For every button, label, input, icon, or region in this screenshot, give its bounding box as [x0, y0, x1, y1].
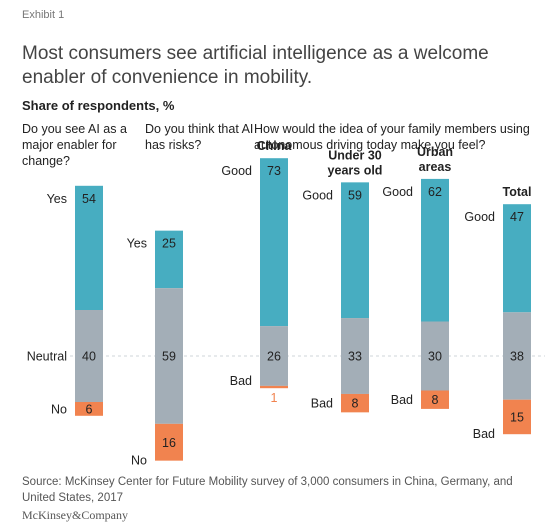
chart-subtitle: Share of respondents, %: [22, 98, 175, 113]
question-ai-enabler: Do you see AI as a major enabler for cha…: [22, 122, 127, 168]
source-note: Source: McKinsey Center for Future Mobil…: [22, 476, 513, 504]
segment-label-negative: No: [51, 402, 67, 416]
bar-title: areas: [419, 160, 452, 174]
bar-title: Urban: [417, 145, 453, 159]
data-label-positive: 54: [82, 192, 96, 206]
segment-label-negative: Bad: [230, 374, 252, 388]
bar-segment-negative: [155, 423, 183, 461]
bar-title: years old: [328, 163, 383, 177]
bar-title: Under 30: [328, 148, 382, 162]
data-label-negative: 8: [352, 397, 359, 411]
bar-segment-positive: [341, 182, 369, 319]
data-label-negative: 6: [86, 402, 93, 416]
data-label-negative: 8: [432, 393, 439, 407]
bar-segment-positive: [421, 178, 449, 322]
bar-title: China: [257, 139, 293, 153]
bar-segment-neutral: [260, 326, 288, 386]
data-label-positive: 59: [348, 188, 362, 202]
data-label-neutral: 38: [510, 350, 524, 364]
segment-label-negative: No: [131, 454, 147, 468]
bar-segment-negative: [260, 385, 288, 389]
segment-label-positive: Yes: [127, 237, 147, 251]
segment-label-negative: Bad: [391, 393, 413, 407]
question-autonomous-driving: How would the idea of your family member…: [254, 122, 530, 152]
bar-title: Total: [503, 185, 532, 199]
bar-segment-neutral: [341, 318, 369, 394]
exhibit-label: Exhibit 1: [22, 9, 65, 21]
segment-label-positive: Good: [221, 164, 252, 178]
data-label-positive: 25: [162, 237, 176, 251]
data-label-neutral: 33: [348, 350, 362, 364]
segment-label-positive: Good: [382, 185, 413, 199]
data-label-neutral: 59: [162, 350, 176, 364]
bar-segment-negative: [75, 402, 103, 416]
bar-segment-positive: [155, 230, 183, 289]
segment-label-negative: Bad: [473, 427, 495, 441]
data-label-neutral: 26: [267, 350, 281, 364]
bar-segment-positive: [503, 204, 531, 313]
data-label-negative: 15: [510, 410, 524, 424]
segment-label-positive: Yes: [47, 192, 67, 206]
segment-label-neutral: Neutral: [27, 350, 67, 364]
bar-segment-negative: [421, 390, 449, 409]
bar-segment-neutral: [421, 321, 449, 391]
bar-segment-negative: [503, 399, 531, 435]
data-label-neutral: 30: [428, 350, 442, 364]
bar-segment-negative: [341, 393, 369, 413]
data-label-negative: 1: [271, 391, 278, 405]
segment-label-negative: Bad: [311, 397, 333, 411]
bar-segment-neutral: [503, 312, 531, 400]
bar-segment-positive: [75, 185, 103, 310]
brand-logo: McKinsey&Company: [22, 508, 128, 522]
data-label-positive: 73: [267, 164, 281, 178]
segment-label-positive: Good: [464, 210, 495, 224]
bar-segment-neutral: [75, 310, 103, 402]
data-label-negative: 16: [162, 436, 176, 450]
data-label-positive: 47: [510, 210, 524, 224]
bar-segment-neutral: [155, 288, 183, 424]
data-label-neutral: 40: [82, 350, 96, 364]
stacked-bar-chart: 54 40 6 Yes Neutral No 25 59 16 Yes No 73 26 1 Good Bad…: [27, 139, 545, 468]
data-label-positive: 62: [428, 185, 442, 199]
bar-segment-positive: [260, 158, 288, 327]
segment-label-positive: Good: [302, 188, 333, 202]
question-ai-risks: Do you think that AI has risks?: [145, 122, 254, 152]
chart-title: Most consumers see artificial intelligen…: [22, 43, 489, 88]
